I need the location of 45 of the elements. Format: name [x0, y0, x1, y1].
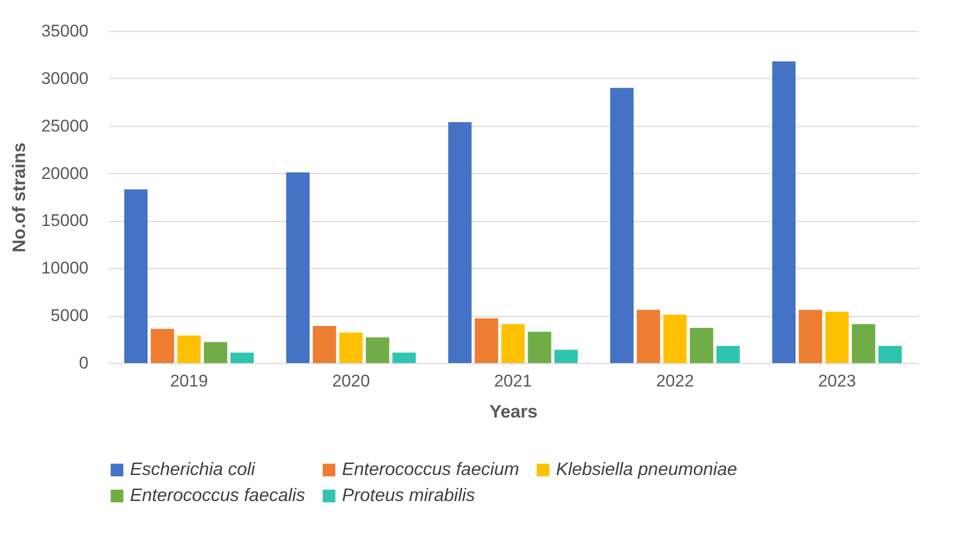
bar [825, 312, 849, 363]
bar [636, 310, 660, 363]
legend-label: Enterococcus faecium [342, 459, 520, 479]
x-tick-label: 2023 [818, 372, 856, 390]
legend-label: Escherichia coli [130, 459, 256, 479]
bar [286, 172, 310, 363]
bar [339, 332, 363, 363]
bar [501, 324, 525, 363]
bar [177, 335, 201, 363]
bar [204, 342, 228, 363]
y-tick-label: 20000 [41, 164, 88, 183]
y-tick-label: 10000 [41, 258, 88, 278]
y-tick-label: 30000 [41, 68, 88, 88]
bar [230, 352, 254, 363]
bar [852, 324, 876, 363]
bar [528, 332, 552, 363]
bar [392, 352, 416, 363]
legend-label: Enterococcus faecalis [130, 485, 306, 505]
bar [474, 318, 498, 363]
y-tick-label: 0 [79, 354, 88, 372]
bar [554, 350, 578, 363]
bar [772, 61, 796, 363]
bar [690, 328, 714, 363]
y-axis-title: No.of strains [9, 142, 30, 253]
bar [798, 310, 822, 363]
y-tick-label: 15000 [41, 211, 88, 230]
bar [150, 328, 174, 363]
x-tick-label: 2022 [656, 372, 694, 390]
x-tick-label: 2019 [170, 372, 208, 390]
y-tick-label: 35000 [41, 22, 88, 40]
bar [663, 314, 687, 363]
x-axis-title: Years [489, 402, 538, 422]
bar [448, 122, 472, 363]
bar [312, 326, 336, 363]
x-tick-label: 2020 [332, 372, 370, 390]
bar [878, 346, 902, 363]
legend-label: Klebsiella pneumoniae [556, 459, 738, 479]
bar [716, 346, 740, 363]
y-tick-label: 5000 [50, 306, 88, 326]
bar [124, 189, 148, 363]
legend-label: Proteus mirabilis [342, 485, 476, 505]
bar [610, 88, 634, 363]
bar [366, 337, 390, 363]
y-tick-label: 25000 [41, 116, 88, 136]
x-tick-label: 2021 [494, 372, 532, 390]
